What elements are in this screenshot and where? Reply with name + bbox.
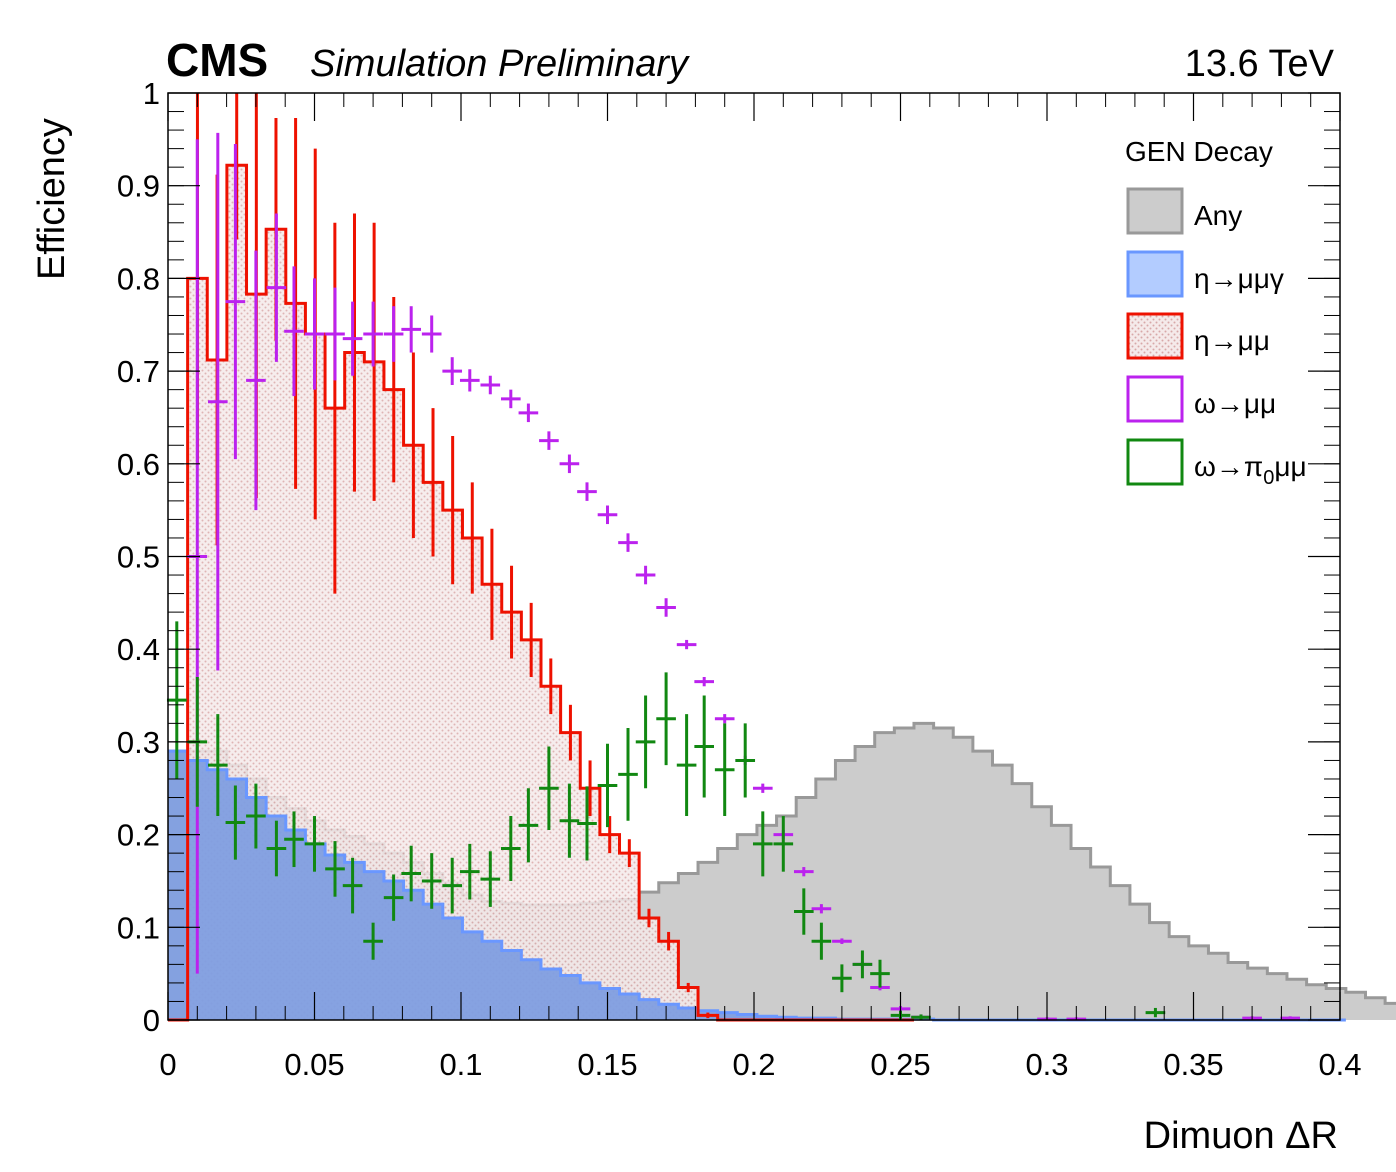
- x-axis-title: Dimuon ΔR: [1144, 1115, 1338, 1157]
- legend-swatch-omega-mm: [1126, 375, 1184, 423]
- x-tick-labels: 0 0.05 0.1 0.15 0.2 0.25 0.3 0.35 0.4: [159, 1047, 1361, 1082]
- status-label: Simulation Preliminary: [310, 43, 690, 85]
- legend-label-omega-pi0mm-main: ω→π: [1194, 451, 1263, 482]
- y-tick-label: 0.5: [117, 540, 160, 575]
- legend-label-omega-mm: ω→μμ: [1194, 388, 1276, 419]
- legend-label-omega-pi0mm-tail: μμ: [1274, 451, 1306, 482]
- x-tick-label: 0.25: [870, 1047, 930, 1082]
- y-tick-label: 0: [143, 1003, 160, 1038]
- legend-title: GEN Decay: [1125, 136, 1273, 167]
- energy-label: 13.6 TeV: [1185, 43, 1335, 85]
- x-tick-label: 0.35: [1163, 1047, 1223, 1082]
- legend-swatch-eta-mmg: [1126, 250, 1184, 298]
- y-tick-label: 0.8: [117, 261, 160, 296]
- legend-swatch-omega-pi0mm: [1126, 438, 1184, 486]
- y-axis-title: Efficiency: [31, 118, 73, 280]
- y-tick-labels: 0 0.1 0.2 0.3 0.4 0.5 0.6 0.7 0.8 0.9 1: [117, 76, 160, 1038]
- legend: GEN Decay Any η→μμγ η→μμ ω→μμ ω→π0μμ: [1125, 136, 1307, 489]
- legend-label-eta-mmg: η→μμγ: [1194, 263, 1284, 294]
- x-tick-label: 0.4: [1318, 1047, 1361, 1082]
- y-tick-label: 0.1: [117, 910, 160, 945]
- series-eta-mmg-fill: [168, 751, 1346, 1020]
- legend-swatch-eta-mm: [1126, 312, 1184, 360]
- y-tick-label: 1: [143, 76, 160, 111]
- ticks-layer: [167, 92, 1341, 1021]
- y-tick-label: 0.9: [117, 169, 160, 204]
- y-tick-label: 0.4: [117, 632, 160, 667]
- x-tick-label: 0.15: [577, 1047, 637, 1082]
- legend-label-omega-pi0mm: ω→π0μμ: [1194, 451, 1307, 489]
- x-tick-label: 0.05: [284, 1047, 344, 1082]
- legend-swatch-any: [1126, 187, 1184, 235]
- x-tick-label: 0.2: [732, 1047, 775, 1082]
- legend-label-omega-pi0mm-sub: 0: [1263, 467, 1274, 489]
- series-eta-mm-line: [168, 163, 914, 1022]
- x-tick-label: 0.1: [439, 1047, 482, 1082]
- y-tick-label: 0.2: [117, 818, 160, 853]
- cms-label: CMS: [166, 34, 268, 86]
- x-tick-label: 0: [159, 1047, 176, 1082]
- y-tick-label: 0.6: [117, 447, 160, 482]
- y-tick-label: 0.7: [117, 354, 160, 389]
- plot-area: [166, 92, 1396, 1022]
- y-tick-label: 0.3: [117, 725, 160, 760]
- legend-label-eta-mm: η→μμ: [1194, 325, 1270, 356]
- legend-label-any: Any: [1194, 200, 1242, 231]
- x-tick-label: 0.3: [1025, 1047, 1068, 1082]
